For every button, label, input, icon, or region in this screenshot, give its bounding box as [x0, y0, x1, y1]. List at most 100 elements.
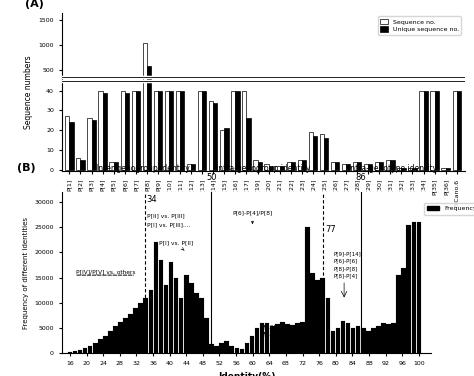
- Bar: [198, 91, 202, 170]
- Bar: [103, 336, 108, 353]
- Text: 86: 86: [356, 173, 366, 182]
- X-axis label: P genotypes: P genotypes: [232, 212, 294, 221]
- Text: P[6]-P[6]: P[6]-P[6]: [334, 258, 358, 264]
- Bar: [417, 222, 421, 353]
- Text: (A): (A): [26, 0, 44, 9]
- Bar: [364, 164, 368, 170]
- Bar: [381, 323, 386, 353]
- Text: Intra-genotype identity: Intra-genotype identity: [348, 164, 437, 173]
- Bar: [368, 164, 373, 170]
- Text: Intra-genogroup identity: Intra-genogroup identity: [216, 164, 310, 173]
- Bar: [457, 91, 461, 170]
- Bar: [69, 123, 73, 170]
- Bar: [341, 321, 346, 353]
- Bar: [441, 168, 446, 170]
- Bar: [87, 118, 91, 170]
- Bar: [300, 322, 305, 353]
- Bar: [336, 328, 340, 353]
- Bar: [419, 91, 424, 170]
- Bar: [335, 162, 339, 170]
- Bar: [285, 324, 290, 353]
- Bar: [275, 166, 280, 170]
- Text: P[6]-P[4]/P[8]: P[6]-P[4]/P[8]: [232, 211, 273, 224]
- Bar: [392, 323, 396, 353]
- Bar: [326, 298, 330, 353]
- Bar: [148, 290, 153, 353]
- Bar: [265, 323, 269, 353]
- Bar: [269, 166, 273, 170]
- Bar: [386, 160, 391, 170]
- Bar: [290, 325, 295, 353]
- Bar: [164, 285, 168, 353]
- Legend: Frequency: Frequency: [424, 203, 474, 215]
- Legend: Sequence no., Unique sequence no.: Sequence no., Unique sequence no.: [378, 16, 461, 35]
- Text: (B): (B): [17, 163, 36, 173]
- Text: P[19]-P[8]/P[4]: P[19]-P[8]/P[4]: [261, 324, 302, 329]
- Bar: [229, 346, 234, 353]
- Bar: [169, 91, 173, 170]
- Bar: [176, 91, 180, 170]
- Bar: [174, 277, 178, 353]
- Bar: [280, 166, 284, 170]
- Bar: [302, 160, 306, 170]
- Bar: [371, 328, 376, 353]
- Bar: [73, 351, 77, 353]
- Bar: [310, 273, 315, 353]
- Bar: [147, 66, 151, 170]
- Bar: [376, 326, 381, 353]
- Bar: [330, 331, 335, 353]
- Bar: [83, 349, 87, 353]
- Bar: [143, 43, 147, 170]
- Bar: [76, 158, 81, 170]
- Bar: [264, 164, 269, 170]
- Bar: [184, 275, 189, 353]
- Bar: [257, 162, 262, 170]
- Y-axis label: Sequence numbers: Sequence numbers: [24, 55, 33, 129]
- Bar: [123, 318, 128, 353]
- Bar: [412, 168, 417, 170]
- Bar: [401, 268, 406, 353]
- Bar: [331, 162, 335, 170]
- Bar: [275, 324, 280, 353]
- Bar: [219, 343, 224, 353]
- Bar: [144, 298, 148, 353]
- Bar: [209, 100, 213, 170]
- Bar: [366, 331, 371, 353]
- Text: P[8]-P[4]: P[8]-P[4]: [334, 274, 358, 279]
- Bar: [102, 92, 107, 170]
- Bar: [242, 91, 246, 170]
- Bar: [231, 91, 236, 170]
- Bar: [309, 132, 313, 170]
- Bar: [280, 322, 284, 353]
- Bar: [158, 91, 162, 170]
- Bar: [270, 326, 274, 353]
- Bar: [118, 322, 123, 353]
- Bar: [401, 168, 406, 170]
- Bar: [411, 222, 416, 353]
- Bar: [180, 91, 184, 170]
- Bar: [68, 352, 72, 353]
- Bar: [287, 162, 291, 170]
- Text: P[I] vs. P[III]....: P[I] vs. P[III]....: [147, 222, 190, 227]
- Bar: [255, 328, 259, 353]
- Bar: [253, 160, 257, 170]
- Bar: [81, 160, 85, 170]
- Text: Inter-genogroup identity: Inter-genogroup identity: [96, 164, 190, 173]
- Bar: [165, 91, 169, 170]
- Bar: [361, 328, 365, 353]
- Bar: [136, 91, 140, 170]
- Bar: [109, 162, 114, 170]
- Bar: [430, 91, 435, 170]
- Text: P[I] vs. P[II]: P[I] vs. P[II]: [159, 241, 193, 250]
- Bar: [128, 314, 133, 353]
- Bar: [108, 331, 113, 353]
- Bar: [295, 323, 300, 353]
- Bar: [250, 336, 254, 353]
- Text: P[9]-P[14]: P[9]-P[14]: [334, 251, 362, 256]
- Bar: [291, 162, 295, 170]
- Bar: [446, 168, 450, 170]
- Bar: [324, 138, 328, 170]
- Bar: [351, 328, 356, 353]
- Bar: [125, 92, 129, 170]
- Bar: [346, 164, 350, 170]
